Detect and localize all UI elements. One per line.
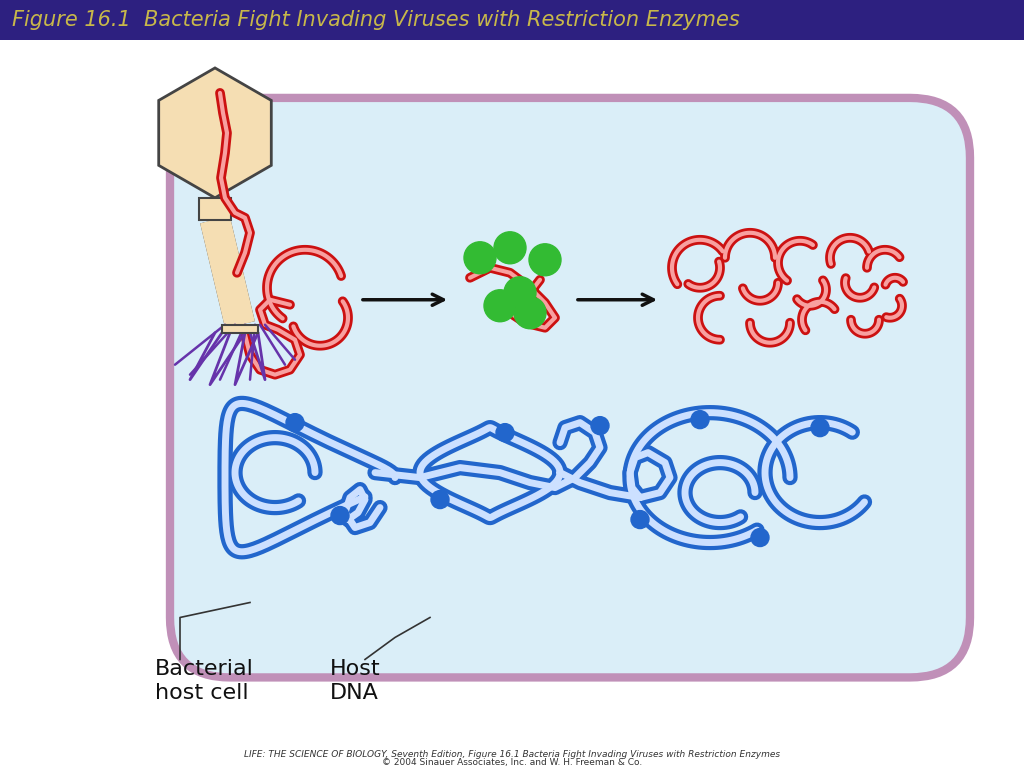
- Bar: [0, 0, 1024, 40]
- Polygon shape: [159, 68, 271, 198]
- Circle shape: [751, 528, 769, 547]
- FancyBboxPatch shape: [170, 98, 970, 677]
- Circle shape: [286, 414, 304, 432]
- Text: Figure 16.1  Bacteria Fight Invading Viruses with Restriction Enzymes: Figure 16.1 Bacteria Fight Invading Viru…: [12, 10, 739, 30]
- Circle shape: [464, 242, 496, 273]
- Circle shape: [514, 296, 546, 329]
- Circle shape: [691, 411, 709, 429]
- Circle shape: [331, 507, 349, 525]
- Circle shape: [631, 511, 649, 528]
- Circle shape: [484, 290, 516, 322]
- Circle shape: [496, 424, 514, 442]
- Circle shape: [811, 419, 829, 437]
- Circle shape: [591, 417, 609, 435]
- Circle shape: [504, 276, 536, 309]
- Text: LIFE: THE SCIENCE OF BIOLOGY, Seventh Edition, Figure 16.1 Bacteria Fight Invadi: LIFE: THE SCIENCE OF BIOLOGY, Seventh Ed…: [244, 750, 780, 759]
- Text: Host
DNA: Host DNA: [330, 660, 381, 703]
- Circle shape: [529, 243, 561, 276]
- Circle shape: [494, 232, 526, 263]
- Text: © 2004 Sinauer Associates, Inc. and W. H. Freeman & Co.: © 2004 Sinauer Associates, Inc. and W. H…: [382, 758, 642, 767]
- Bar: [199, 198, 231, 220]
- Circle shape: [431, 491, 449, 508]
- Text: Bacterial
host cell: Bacterial host cell: [155, 660, 254, 703]
- Bar: [222, 325, 258, 333]
